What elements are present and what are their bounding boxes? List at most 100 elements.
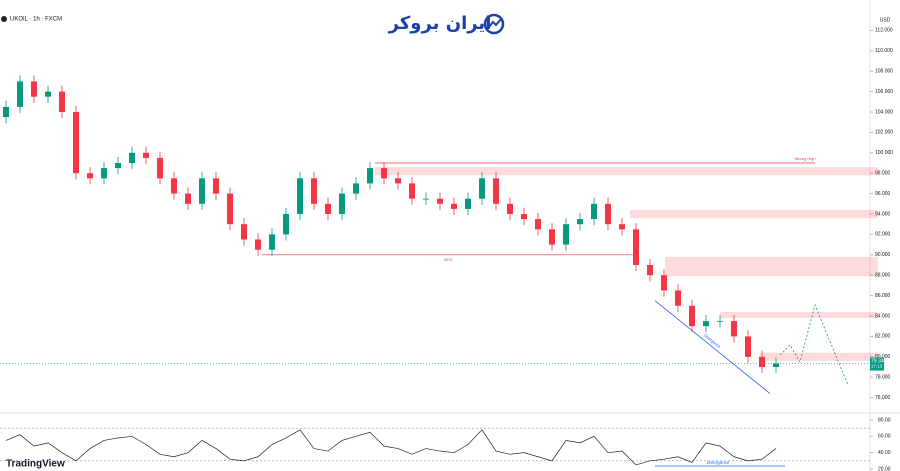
candle-body [73, 112, 79, 174]
candle-body [59, 91, 65, 112]
countdown: 17:13 [871, 364, 883, 369]
candle-body [255, 239, 261, 250]
candle-body [115, 163, 121, 169]
candle-body [213, 178, 219, 194]
rsi-tick-label: 40.00 [878, 450, 891, 456]
candle-body [157, 157, 163, 179]
y-tick-label: 98.000 [875, 171, 891, 177]
candle-body [199, 178, 205, 204]
brand-logo: ایران بروکر [388, 13, 505, 35]
candle-body [549, 229, 555, 245]
projection [779, 303, 849, 386]
candle-body [521, 214, 527, 220]
y-tick-label: 108.000 [875, 69, 893, 75]
symbol-icon [1, 16, 7, 22]
candle-body [367, 168, 373, 184]
candle-body [633, 229, 639, 265]
candle-body [563, 224, 569, 245]
y-tick-label: 82.000 [875, 334, 891, 340]
candle-body [773, 363, 779, 367]
candle-body [185, 193, 191, 204]
candle-body [353, 183, 359, 194]
candle-body [241, 224, 247, 240]
y-tick-label: 96.000 [875, 191, 891, 197]
rsi-tick-label: 20.00 [878, 466, 891, 471]
candle-body [451, 203, 457, 209]
candle-body [689, 305, 695, 327]
candle-body [171, 178, 177, 194]
candle-body [591, 203, 597, 220]
candle-body [479, 178, 485, 199]
candle-body [647, 265, 653, 276]
trendline [654, 300, 771, 394]
candle-body [227, 193, 233, 225]
rsi-divergence-label: Divergence [707, 460, 730, 465]
rsi-line [5, 429, 777, 466]
candle-body [437, 198, 443, 204]
symbol: UKOIL · 1h · FXCM [10, 17, 62, 23]
brand-icon-arrow [488, 18, 502, 28]
supply-zone [630, 209, 878, 219]
candle-body [381, 168, 387, 179]
candle-body [731, 321, 737, 337]
candle-body [661, 275, 667, 291]
last-price-tag [870, 357, 884, 371]
level-label: Strong High [794, 156, 815, 161]
rsi-tick-label: 80.00 [878, 417, 891, 423]
supply-zone [665, 256, 878, 277]
candle-body [577, 219, 583, 225]
last-price-label: 79.340 [871, 358, 887, 364]
supply-zone [375, 167, 878, 176]
candle-body [3, 106, 9, 118]
candle-body [465, 198, 471, 209]
candle-body [339, 193, 345, 214]
brand-icon [483, 13, 505, 35]
candle-body [269, 234, 275, 250]
currency: USD [880, 17, 891, 23]
candle-body [717, 321, 723, 322]
y-tick-label: 110.000 [875, 48, 893, 54]
candle-body [311, 178, 317, 204]
candle-body [759, 356, 765, 367]
y-tick-label: 92.000 [875, 232, 891, 238]
platform-logo: TradingView [6, 459, 65, 470]
candle-body [45, 91, 51, 97]
candle-body [297, 178, 303, 214]
y-tick-label: 94.000 [875, 211, 891, 217]
candle-body [675, 290, 681, 306]
brand-name: ایران بروکر [388, 13, 492, 34]
y-tick-label: 112.000 [875, 28, 893, 34]
candle-body [395, 178, 401, 184]
candle-body [129, 152, 135, 163]
candle-body [101, 168, 107, 179]
y-tick-label: 106.000 [875, 89, 893, 95]
y-tick-label: 84.000 [875, 313, 891, 319]
candle-body [325, 203, 331, 214]
candle-body [17, 81, 23, 107]
y-tick-label: 104.000 [875, 109, 893, 115]
candle-body [283, 214, 289, 235]
y-tick-label: 102.000 [875, 130, 893, 136]
candle-body [31, 81, 37, 97]
candle-body [745, 336, 751, 357]
supply-zone [720, 311, 878, 319]
y-tick-label: 90.000 [875, 252, 891, 258]
candle-body [423, 198, 429, 200]
supply-zone [760, 352, 878, 361]
candle-body [409, 183, 415, 199]
candle-body [703, 321, 709, 327]
candle-body [493, 178, 499, 204]
y-tick-label: 76.000 [875, 395, 891, 401]
candle-body [143, 152, 149, 158]
candle-body [507, 203, 513, 214]
candle-body [87, 173, 93, 179]
level-label: BOS [444, 257, 453, 262]
y-tick-label: 78.000 [875, 375, 891, 381]
y-tick-label: 88.000 [875, 273, 891, 279]
y-tick-label: 80.000 [875, 354, 891, 360]
candle-body [619, 224, 625, 230]
candle-body [605, 203, 611, 225]
y-tick-label: 100.000 [875, 150, 893, 156]
